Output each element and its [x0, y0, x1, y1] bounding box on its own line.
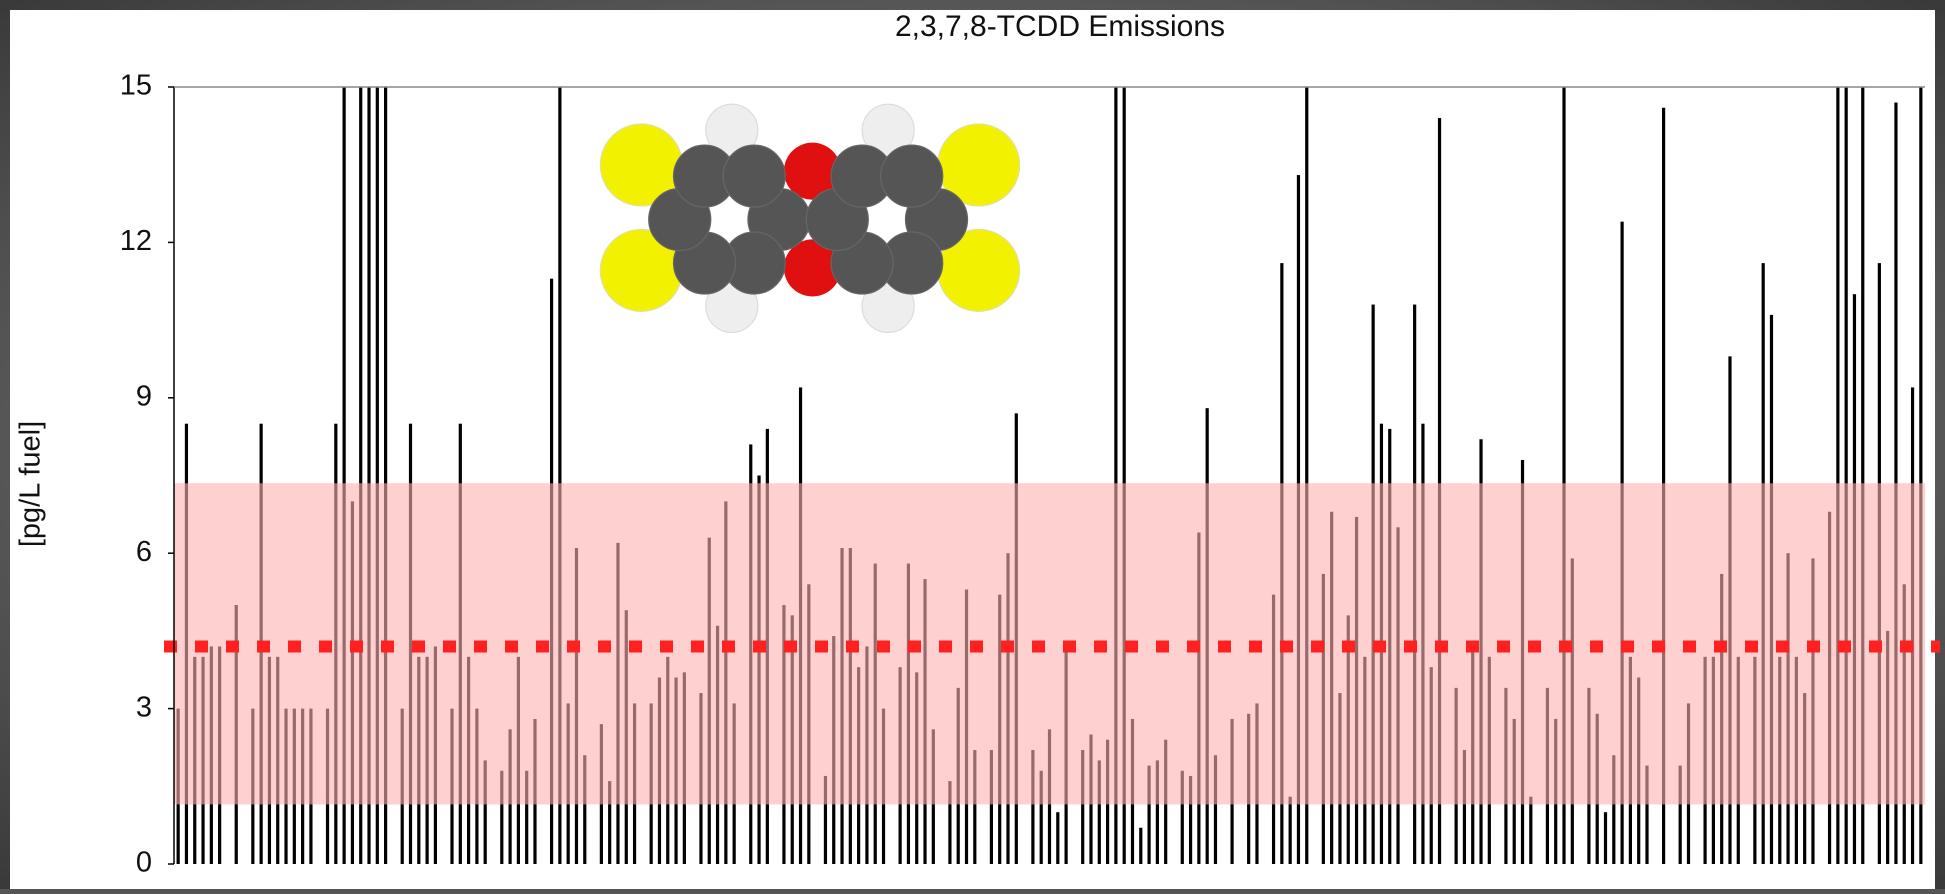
y-tick-label: 3 [136, 691, 152, 723]
y-axis-label: [pg/L fuel] [15, 421, 47, 547]
bar [1529, 797, 1532, 864]
chart: 2,3,7,8-TCDD Emissions [pg/L fuel] 0 3 6 9 1… [0, 0, 1945, 889]
y-tick-label: 12 [120, 225, 152, 257]
y-tick-label: 9 [136, 380, 152, 412]
bar [1056, 812, 1059, 864]
bar [1139, 828, 1142, 864]
bar [1289, 797, 1292, 864]
chart-title: 2,3,7,8-TCDD Emissions [895, 10, 1225, 43]
bar [1604, 812, 1607, 864]
y-tick-label: 6 [136, 536, 152, 568]
y-tick-label: 15 [120, 70, 152, 102]
y-tick-label: 0 [136, 847, 152, 879]
